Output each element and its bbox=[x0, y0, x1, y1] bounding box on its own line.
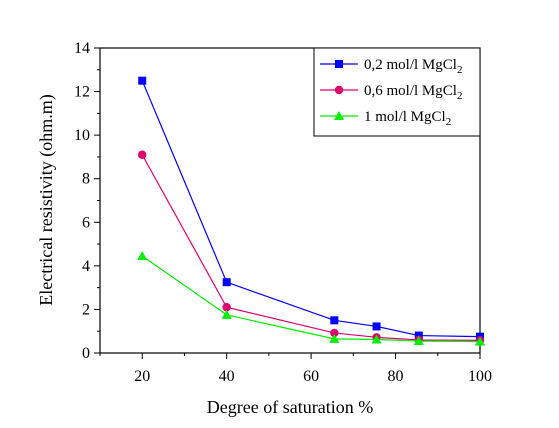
x-tick-label: 40 bbox=[219, 368, 235, 385]
legend-entry-2: 0,6 mol/l MgCl2 bbox=[320, 83, 462, 102]
legend-entry-1: 0,2 mol/l MgCl2 bbox=[320, 57, 462, 76]
series-3 bbox=[137, 251, 485, 346]
x-tick-label: 80 bbox=[388, 368, 404, 385]
y-tick-label: 12 bbox=[74, 84, 90, 101]
data-point-square bbox=[335, 60, 343, 68]
y-tick-label: 10 bbox=[74, 127, 90, 144]
series-line bbox=[141, 255, 481, 343]
legend-label: 1 mol/l MgCl2 bbox=[364, 109, 451, 128]
data-point-triangle bbox=[413, 336, 424, 346]
legend-label-subscript: 2 bbox=[457, 64, 463, 76]
data-point-square bbox=[414, 331, 423, 340]
data-point-square bbox=[222, 278, 231, 287]
data-point-circle bbox=[330, 328, 339, 338]
x-tick-label: 100 bbox=[468, 368, 492, 385]
y-tick-label: 2 bbox=[82, 301, 90, 318]
data-point-square bbox=[138, 76, 147, 85]
legend-entry-3: 1 mol/l MgCl2 bbox=[320, 109, 451, 128]
data-point-circle bbox=[222, 303, 231, 312]
legend-label: 0,6 mol/l MgCl2 bbox=[364, 83, 462, 102]
data-point-square bbox=[330, 316, 339, 325]
data-point-triangle bbox=[221, 309, 232, 319]
data-point-circle bbox=[138, 150, 147, 159]
series-layer bbox=[137, 76, 485, 346]
y-tick-label: 6 bbox=[82, 214, 90, 231]
data-point-triangle bbox=[475, 336, 485, 346]
data-point-triangle bbox=[371, 334, 382, 344]
series-line bbox=[141, 80, 481, 338]
legend-label: 0,2 mol/l MgCl2 bbox=[364, 57, 462, 76]
legend-label-subscript: 2 bbox=[446, 116, 452, 128]
data-point-triangle bbox=[334, 111, 344, 120]
y-tick-label: 14 bbox=[74, 40, 90, 57]
y-tick-label: 0 bbox=[82, 345, 90, 362]
x-axis-label: Degree of saturation % bbox=[207, 397, 373, 417]
y-tick-label: 4 bbox=[82, 258, 90, 275]
data-point-square bbox=[372, 322, 381, 331]
data-point-triangle bbox=[137, 251, 148, 261]
legend: 0,2 mol/l MgCl2 0,6 mol/l MgCl2 1 mol/l Mg… bbox=[313, 47, 481, 137]
series-2 bbox=[138, 150, 485, 345]
x-tick-label: 60 bbox=[303, 368, 319, 385]
x-tick-label: 20 bbox=[134, 368, 150, 385]
y-axis-label: Electrical resistivity (ohm.m) bbox=[36, 94, 57, 305]
legend-label-subscript: 2 bbox=[457, 90, 463, 102]
data-point-circle bbox=[334, 85, 344, 95]
data-point-triangle bbox=[329, 333, 340, 343]
series-line bbox=[141, 154, 481, 341]
axes: 20 40 60 80 100 0 2 4 6 8 10 12 14 bbox=[74, 40, 492, 385]
y-tick-label: 8 bbox=[82, 171, 90, 188]
